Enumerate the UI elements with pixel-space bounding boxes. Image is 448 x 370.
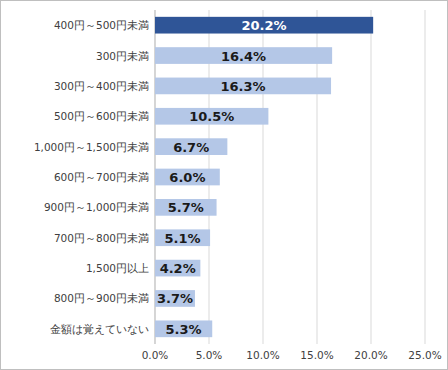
bars [155, 17, 373, 337]
data-label: 6.0% [169, 170, 205, 185]
tick-label: 25.0% [408, 349, 441, 361]
bar [155, 17, 373, 34]
data-label: 10.5% [189, 109, 234, 124]
data-label: 6.7% [173, 140, 209, 155]
bar [155, 320, 212, 337]
data-label: 20.2% [242, 18, 287, 33]
category-label: 500円～600円未満 [54, 110, 149, 122]
category-label: 1,500円以上 [86, 262, 149, 274]
grid-line [371, 10, 372, 344]
grid-line [425, 10, 426, 344]
bar [155, 229, 210, 246]
data-label: 5.3% [166, 322, 202, 337]
category-label: 700円～800円未満 [54, 232, 149, 244]
bar [155, 290, 195, 307]
data-label: 4.2% [160, 261, 196, 276]
tick-label: 20.0% [354, 349, 387, 361]
tick-label: 15.0% [300, 349, 333, 361]
category-label: 金額は覚えていない [50, 323, 149, 335]
bar [155, 47, 332, 64]
bar [155, 78, 331, 95]
tick-label: 0.0% [142, 349, 169, 361]
category-label: 900円～1,000円未満 [44, 201, 149, 213]
frame [1, 1, 448, 370]
data-label: 16.3% [220, 79, 265, 94]
category-label: 1,000円～1,500円未満 [34, 141, 149, 153]
data-label: 5.7% [168, 200, 204, 215]
category-label: 300円未満 [96, 50, 149, 62]
data-label: 5.1% [165, 231, 201, 246]
category-label: 600円～700円未満 [54, 171, 149, 183]
bar [155, 138, 227, 155]
tick-label: 5.0% [196, 349, 223, 361]
bar [155, 199, 217, 216]
chart: 0.0% 5.0% 10.0% 15.0% 20.0% 25.0% 400円～500円未満 2… [0, 0, 448, 370]
bar [155, 108, 268, 125]
data-label: 16.4% [221, 49, 266, 64]
category-label: 800円～900円未満 [54, 292, 149, 304]
chart-container: 0.0% 5.0% 10.0% 15.0% 20.0% 25.0% 400円～500円未満 2… [0, 0, 448, 370]
data-label: 3.7% [157, 291, 193, 306]
bar [155, 260, 200, 277]
category-label: 400円～500円未満 [54, 19, 149, 31]
category-label: 300円～400円未満 [54, 80, 149, 92]
bar [155, 169, 220, 186]
tick-label: 10.0% [246, 349, 279, 361]
